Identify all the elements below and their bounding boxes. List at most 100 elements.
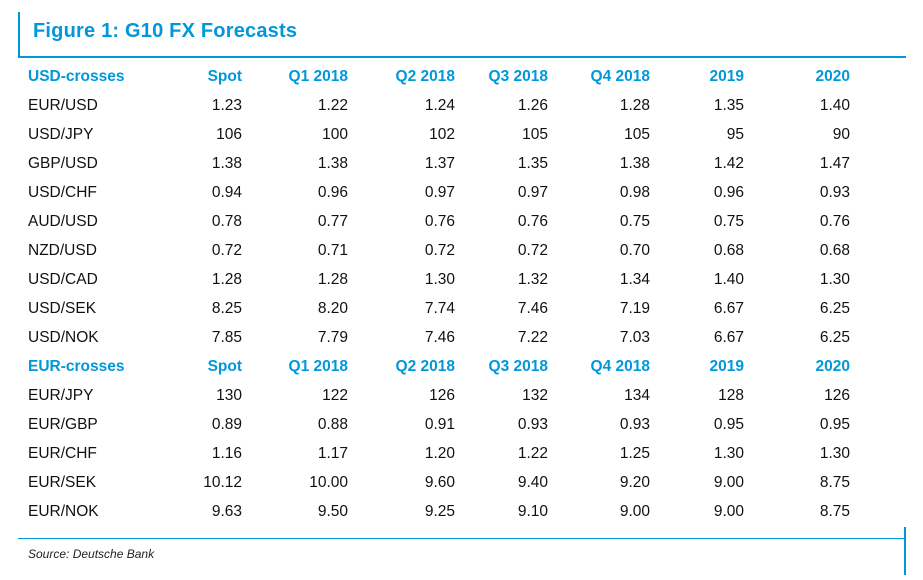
table-row: USD/SEK 8.25 8.20 7.74 7.46 7.19 6.67 6.25: [28, 294, 850, 323]
forecast-value-cell: 0.71: [317, 242, 348, 259]
forecast-value-cell: 1.40: [713, 271, 744, 288]
column-header: 2020: [815, 68, 850, 85]
forecast-value-cell: 0.97: [424, 184, 455, 201]
title-accent-bar: [18, 12, 20, 56]
forecast-value-cell: 7.46: [517, 300, 548, 317]
source-rule: [18, 538, 906, 539]
forecast-value-cell: 9.63: [211, 503, 242, 520]
forecast-value-cell: 0.95: [819, 416, 850, 433]
figure-title: Figure 1: G10 FX Forecasts: [33, 20, 298, 42]
forecast-value-cell: 9.50: [317, 503, 348, 520]
forecast-value-cell: 100: [322, 126, 348, 143]
section-header-row: USD-crosses Spot Q1 2018 Q2 2018 Q3 2018 Q4 2…: [28, 62, 850, 91]
table-row: EUR/USD 1.23 1.22 1.24 1.26 1.28 1.35 1.40: [28, 91, 850, 120]
forecast-value-cell: 132: [522, 387, 548, 404]
forecast-value-cell: 1.28: [211, 271, 242, 288]
figure-title-block: Figure 1: G10 FX Forecasts: [18, 12, 906, 56]
currency-pair-cell: EUR/GBP: [28, 416, 98, 433]
section-header-label: EUR-crosses: [28, 358, 125, 375]
column-header: Q4 2018: [590, 358, 650, 375]
forecast-value-cell: 9.00: [713, 503, 744, 520]
currency-pair-cell: EUR/JPY: [28, 387, 94, 404]
forecast-value-cell: 9.40: [517, 474, 548, 491]
source-text: Source: Deutsche Bank: [28, 547, 155, 561]
column-header: Q2 2018: [395, 358, 455, 375]
forecast-value-cell: 130: [216, 387, 242, 404]
forecast-value-cell: 1.30: [819, 445, 850, 462]
forecast-value-cell: 7.46: [424, 329, 455, 346]
forecast-value-cell: 90: [832, 126, 850, 143]
forecast-value-cell: 1.17: [317, 445, 348, 462]
forecast-value-cell: 6.67: [713, 329, 744, 346]
column-header: Spot: [207, 358, 242, 375]
forecast-value-cell: 1.30: [424, 271, 455, 288]
forecast-value-cell: 1.34: [619, 271, 650, 288]
forecast-value-cell: 1.38: [317, 155, 348, 172]
forecast-value-cell: 9.00: [713, 474, 744, 491]
table-row: USD/NOK 7.85 7.79 7.46 7.22 7.03 6.67 6.25: [28, 323, 850, 352]
forecast-value-cell: 95: [726, 126, 744, 143]
forecast-value-cell: 128: [718, 387, 744, 404]
bottom-accent-bar: [904, 527, 906, 575]
currency-pair-cell: EUR/NOK: [28, 503, 99, 520]
column-header: Q3 2018: [488, 68, 548, 85]
currency-pair-cell: USD/CAD: [28, 271, 98, 288]
forecast-value-cell: 8.75: [819, 503, 850, 520]
forecast-value-cell: 0.75: [619, 213, 650, 230]
forecast-value-cell: 0.76: [517, 213, 548, 230]
forecast-value-cell: 1.30: [819, 271, 850, 288]
forecast-value-cell: 1.37: [424, 155, 455, 172]
forecast-value-cell: 126: [429, 387, 455, 404]
forecast-value-cell: 8.75: [819, 474, 850, 491]
currency-pair-cell: USD/SEK: [28, 300, 97, 317]
forecast-value-cell: 1.28: [317, 271, 348, 288]
forecast-value-cell: 0.70: [619, 242, 650, 259]
forecast-value-cell: 0.89: [211, 416, 242, 433]
forecast-value-cell: 1.38: [211, 155, 242, 172]
forecast-value-cell: 105: [624, 126, 650, 143]
forecast-value-cell: 0.72: [211, 242, 242, 259]
forecast-value-cell: 0.75: [713, 213, 744, 230]
forecast-value-cell: 1.23: [211, 97, 242, 114]
forecast-value-cell: 10.00: [309, 474, 348, 491]
forecast-value-cell: 0.93: [619, 416, 650, 433]
table-row: USD/CHF 0.94 0.96 0.97 0.97 0.98 0.96 0.93: [28, 178, 850, 207]
column-header: Spot: [207, 68, 242, 85]
forecast-value-cell: 8.25: [211, 300, 242, 317]
forecast-value-cell: 9.10: [517, 503, 548, 520]
forecast-value-cell: 6.25: [819, 329, 850, 346]
forecast-value-cell: 0.97: [517, 184, 548, 201]
forecast-value-cell: 7.03: [619, 329, 650, 346]
forecast-value-cell: 102: [429, 126, 455, 143]
forecast-value-cell: 1.22: [517, 445, 548, 462]
forecast-value-cell: 0.96: [713, 184, 744, 201]
column-header: Q1 2018: [288, 68, 348, 85]
forecast-value-cell: 0.93: [819, 184, 850, 201]
forecast-value-cell: 0.72: [517, 242, 548, 259]
forecast-value-cell: 7.85: [211, 329, 242, 346]
forecast-value-cell: 0.98: [619, 184, 650, 201]
section-header-label: USD-crosses: [28, 68, 125, 85]
forecast-value-cell: 105: [522, 126, 548, 143]
forecast-value-cell: 0.96: [317, 184, 348, 201]
column-header: 2019: [709, 358, 744, 375]
forecast-value-cell: 1.35: [517, 155, 548, 172]
forecast-value-cell: 0.88: [317, 416, 348, 433]
forecast-value-cell: 1.32: [517, 271, 548, 288]
column-header: Q3 2018: [488, 358, 548, 375]
table-row: EUR/GBP 0.89 0.88 0.91 0.93 0.93 0.95 0.95: [28, 410, 850, 439]
forecast-value-cell: 1.16: [211, 445, 242, 462]
column-header: Q2 2018: [395, 68, 455, 85]
currency-pair-cell: AUD/USD: [28, 213, 98, 230]
forecast-value-cell: 10.12: [203, 474, 242, 491]
forecast-value-cell: 1.26: [517, 97, 548, 114]
forecast-value-cell: 1.47: [819, 155, 850, 172]
forecast-value-cell: 0.91: [424, 416, 455, 433]
forecast-value-cell: 0.93: [517, 416, 548, 433]
section-header-row: EUR-crosses Spot Q1 2018 Q2 2018 Q3 2018 Q4 2…: [28, 352, 850, 381]
title-rule: [18, 56, 906, 58]
currency-pair-cell: USD/CHF: [28, 184, 97, 201]
forecast-value-cell: 0.78: [211, 213, 242, 230]
forecast-value-cell: 1.22: [317, 97, 348, 114]
table-row: USD/CAD 1.28 1.28 1.30 1.32 1.34 1.40 1.30: [28, 265, 850, 294]
